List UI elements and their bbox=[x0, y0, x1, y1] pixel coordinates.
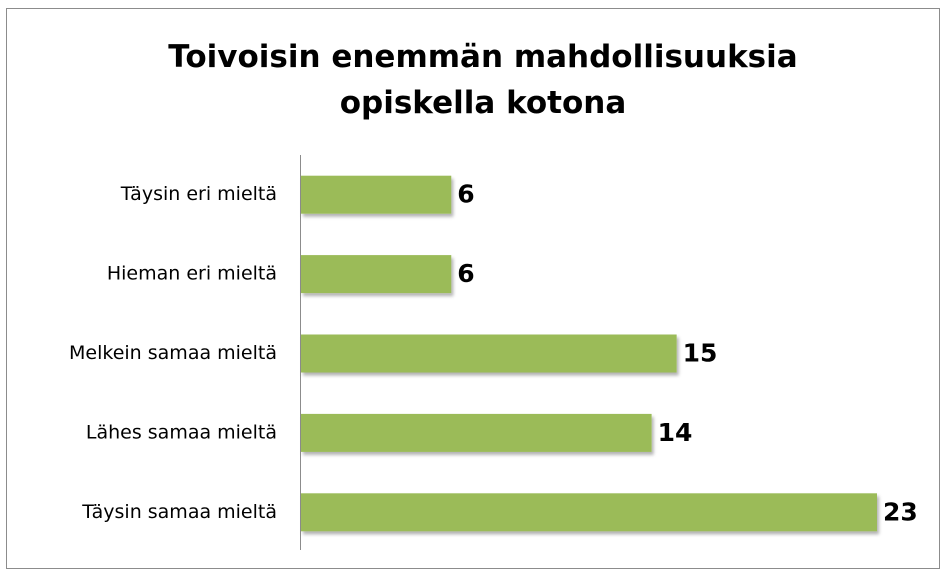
value-label: 6 bbox=[457, 259, 474, 288]
value-label: 15 bbox=[683, 339, 718, 368]
bar bbox=[301, 413, 652, 452]
y-tick-label: Lähes samaa mieltä bbox=[86, 421, 277, 443]
frame bbox=[6, 8, 940, 569]
bar bbox=[301, 175, 452, 214]
value-label: 14 bbox=[658, 418, 693, 447]
y-tick-label: Melkein samaa mieltä bbox=[69, 342, 277, 364]
y-tick-label: Hieman eri mieltä bbox=[107, 263, 277, 285]
bar bbox=[301, 493, 877, 532]
bar bbox=[301, 255, 452, 294]
bar bbox=[301, 334, 677, 373]
y-tick-label: Täysin eri mieltä bbox=[120, 183, 277, 205]
y-tick-label: Täysin samaa mieltä bbox=[81, 501, 277, 523]
value-label: 23 bbox=[883, 497, 918, 526]
chart-title: Toivoisin enemmän mahdollisuuksia opiske… bbox=[168, 39, 798, 121]
value-label: 6 bbox=[457, 180, 474, 209]
